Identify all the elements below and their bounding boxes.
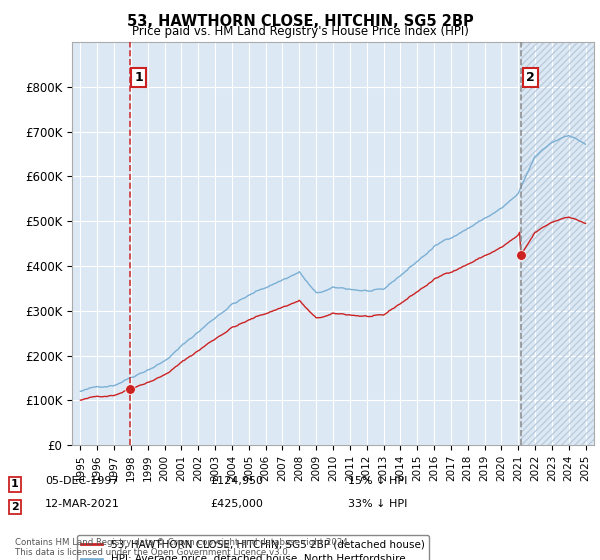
Text: 15% ↓ HPI: 15% ↓ HPI	[348, 477, 407, 487]
Text: 12-MAR-2021: 12-MAR-2021	[45, 499, 120, 509]
Text: 33% ↓ HPI: 33% ↓ HPI	[348, 499, 407, 509]
Legend: 53, HAWTHORN CLOSE, HITCHIN, SG5 2BP (detached house), HPI: Average price, detac: 53, HAWTHORN CLOSE, HITCHIN, SG5 2BP (de…	[77, 535, 428, 560]
Text: 1: 1	[134, 71, 143, 85]
Text: Price paid vs. HM Land Registry's House Price Index (HPI): Price paid vs. HM Land Registry's House …	[131, 25, 469, 38]
Text: 05-DEC-1997: 05-DEC-1997	[45, 477, 119, 487]
Text: £124,950: £124,950	[210, 477, 263, 487]
Text: 53, HAWTHORN CLOSE, HITCHIN, SG5 2BP: 53, HAWTHORN CLOSE, HITCHIN, SG5 2BP	[127, 14, 473, 29]
Text: 2: 2	[11, 502, 19, 512]
Text: £425,000: £425,000	[210, 499, 263, 509]
Text: Contains HM Land Registry data © Crown copyright and database right 2024.
This d: Contains HM Land Registry data © Crown c…	[15, 538, 350, 557]
Text: 2: 2	[526, 71, 535, 85]
Bar	[521, 42, 594, 445]
Text: 1: 1	[11, 479, 19, 489]
